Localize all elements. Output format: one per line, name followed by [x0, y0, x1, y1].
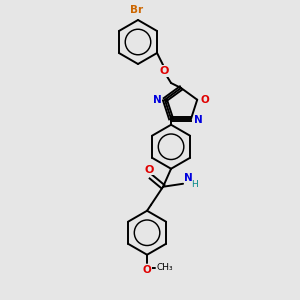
Text: O: O	[143, 265, 152, 275]
Text: H: H	[191, 180, 198, 189]
Text: N: N	[194, 115, 203, 125]
Text: O: O	[159, 66, 169, 76]
Text: N: N	[184, 173, 193, 183]
Text: O: O	[200, 95, 209, 105]
Text: CH₃: CH₃	[156, 263, 173, 272]
Text: N: N	[153, 95, 162, 105]
Text: Br: Br	[130, 5, 144, 15]
Text: O: O	[144, 165, 154, 175]
